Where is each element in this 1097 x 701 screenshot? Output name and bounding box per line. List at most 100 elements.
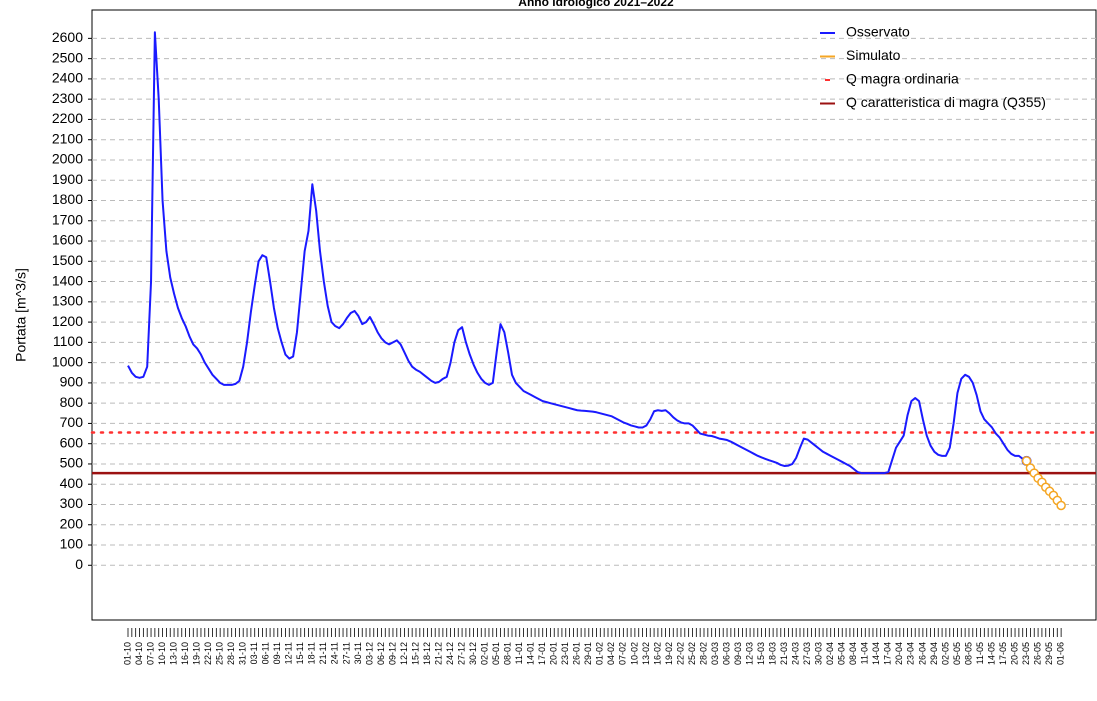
x-tick-label: 30-12 xyxy=(468,642,478,665)
x-tick-label: 23-05 xyxy=(1021,642,1031,665)
x-tick-label: 24-12 xyxy=(445,642,455,665)
x-tick-label: 12-12 xyxy=(399,642,409,665)
x-tick-label: 06-12 xyxy=(376,642,386,665)
x-tick-label: 29-04 xyxy=(929,642,939,665)
chart-title: Anno idrologico 2021–2022 xyxy=(518,0,674,9)
y-tick-label: 1400 xyxy=(52,272,83,288)
x-tick-label: 27-11 xyxy=(341,642,351,664)
x-tick-label: 28-02 xyxy=(698,642,708,665)
x-tick-label: 15-11 xyxy=(295,642,305,664)
x-tick-label: 10-10 xyxy=(157,642,167,665)
x-tick-label: 22-02 xyxy=(675,642,685,665)
x-tick-label: 05-04 xyxy=(837,642,847,665)
x-tick-label: 20-01 xyxy=(549,642,559,665)
y-tick-label: 2400 xyxy=(52,70,83,86)
x-tick-label: 08-04 xyxy=(848,642,858,665)
y-tick-label: 400 xyxy=(60,475,84,491)
x-tick-label: 18-12 xyxy=(422,642,432,665)
x-tick-label: 28-10 xyxy=(226,642,236,665)
x-tick-label: 27-12 xyxy=(456,642,466,665)
y-tick-label: 1000 xyxy=(52,353,83,369)
y-tick-label: 200 xyxy=(60,515,84,531)
y-tick-label: 0 xyxy=(75,556,83,572)
x-tick-label: 08-01 xyxy=(503,642,513,665)
series-point xyxy=(1056,500,1066,511)
x-tick-label: 17-01 xyxy=(537,642,547,665)
y-tick-label: 2600 xyxy=(52,29,83,45)
x-tick-label: 29-01 xyxy=(583,642,593,665)
x-tick-label: 26-04 xyxy=(917,642,927,665)
x-tick-label: 04-10 xyxy=(134,642,144,665)
x-tick-label: 20-04 xyxy=(894,642,904,665)
x-tick-label: 02-05 xyxy=(940,642,950,665)
x-tick-label: 14-04 xyxy=(871,642,881,665)
y-tick-label: 1700 xyxy=(52,211,83,227)
x-tick-label: 01-06 xyxy=(1055,642,1065,665)
series-line xyxy=(127,31,1028,475)
x-tick-label: 11-04 xyxy=(860,642,870,664)
x-tick-label: 03-11 xyxy=(249,642,259,664)
x-tick-label: 21-12 xyxy=(433,642,443,665)
x-tick-label: 11-01 xyxy=(514,642,524,664)
x-tick-label: 02-01 xyxy=(479,642,489,665)
x-tick-label: 13-10 xyxy=(168,642,178,665)
x-tick-label: 23-04 xyxy=(906,642,916,665)
y-tick-label: 300 xyxy=(60,495,84,511)
y-tick-label: 2200 xyxy=(52,110,83,126)
x-tick-label: 14-01 xyxy=(526,642,536,665)
x-tick-label: 16-02 xyxy=(652,642,662,665)
x-tick-label: 25-02 xyxy=(687,642,697,665)
x-tick-label: 30-03 xyxy=(814,642,824,665)
x-tick-label: 29-05 xyxy=(1044,642,1054,665)
y-tick-label: 100 xyxy=(60,536,84,552)
x-tick-label: 06-03 xyxy=(721,642,731,665)
x-tick-label: 15-12 xyxy=(410,642,420,665)
x-tick-label: 01-10 xyxy=(122,642,132,665)
x-tick-label: 07-10 xyxy=(145,642,155,665)
x-tick-label: 09-11 xyxy=(272,642,282,664)
y-tick-label: 2100 xyxy=(52,130,83,146)
y-tick-label: 1100 xyxy=(53,333,83,349)
y-tick-label: 2500 xyxy=(52,49,83,65)
x-tick-label: 07-02 xyxy=(618,642,628,665)
x-tick-label: 20-05 xyxy=(1009,642,1019,665)
x-tick-label: 25-10 xyxy=(215,642,225,665)
x-tick-label: 19-02 xyxy=(664,642,674,665)
y-tick-label: 1800 xyxy=(52,191,83,207)
y-tick-label: 1600 xyxy=(52,232,83,248)
y-tick-label: 900 xyxy=(60,374,84,390)
y-tick-label: 2000 xyxy=(52,151,83,167)
x-tick-label: 23-01 xyxy=(560,642,570,665)
x-tick-label: 09-12 xyxy=(387,642,397,665)
y-tick-label: 800 xyxy=(60,394,84,410)
x-tick-label: 03-03 xyxy=(710,642,720,665)
x-tick-label: 17-05 xyxy=(998,642,1008,665)
x-tick-label: 13-02 xyxy=(641,642,651,665)
legend-label: Q magra ordinaria xyxy=(846,71,959,87)
x-tick-label: 27-03 xyxy=(802,642,812,665)
y-tick-label: 1500 xyxy=(52,252,83,268)
x-tick-label: 21-03 xyxy=(779,642,789,665)
x-tick-label: 06-11 xyxy=(261,642,271,664)
x-tick-label: 31-10 xyxy=(238,642,248,665)
x-tick-label: 02-04 xyxy=(825,642,835,665)
x-tick-label: 12-03 xyxy=(744,642,754,665)
y-tick-label: 1900 xyxy=(52,171,83,187)
x-tick-label: 21-11 xyxy=(318,642,328,664)
y-tick-label: 500 xyxy=(60,455,84,471)
y-tick-label: 600 xyxy=(60,434,84,450)
x-tick-label: 04-02 xyxy=(606,642,616,665)
plot-frame xyxy=(91,9,1097,621)
legend-label: Osservato xyxy=(846,24,910,40)
y-axis-label: Portata [m^3/s] xyxy=(13,268,29,362)
x-tick-label: 05-05 xyxy=(952,642,962,665)
x-tick-label: 18-11 xyxy=(307,642,317,664)
y-tick-label: 1200 xyxy=(52,313,83,329)
x-tick-label: 09-03 xyxy=(733,642,743,665)
x-tick-label: 26-05 xyxy=(1032,642,1042,665)
x-tick-label: 22-10 xyxy=(203,642,213,665)
y-tick-label: 2300 xyxy=(52,90,83,106)
x-tick-label: 10-02 xyxy=(629,642,639,665)
x-tick-label: 18-03 xyxy=(767,642,777,665)
